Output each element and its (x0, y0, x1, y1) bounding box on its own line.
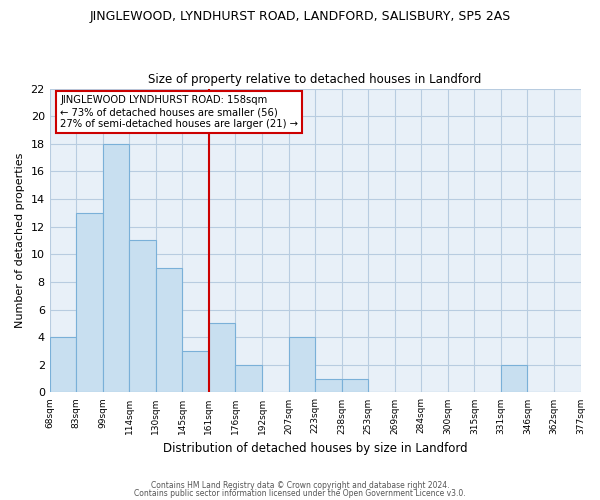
X-axis label: Distribution of detached houses by size in Landford: Distribution of detached houses by size … (163, 442, 467, 455)
Bar (129, 240, 156, 392)
Bar (235, 365, 262, 392)
Bar (103, 144, 129, 392)
Y-axis label: Number of detached properties: Number of detached properties (15, 153, 25, 328)
Text: JINGLEWOOD LYNDHURST ROAD: 158sqm
← 73% of detached houses are smaller (56)
27% : JINGLEWOOD LYNDHURST ROAD: 158sqm ← 73% … (60, 96, 298, 128)
Text: Contains HM Land Registry data © Crown copyright and database right 2024.: Contains HM Land Registry data © Crown c… (151, 481, 449, 490)
Bar (341, 378, 368, 392)
Text: JINGLEWOOD, LYNDHURST ROAD, LANDFORD, SALISBURY, SP5 2AS: JINGLEWOOD, LYNDHURST ROAD, LANDFORD, SA… (89, 10, 511, 23)
Bar (501, 365, 527, 392)
Bar (182, 351, 209, 393)
Bar (209, 324, 235, 392)
Bar (76, 213, 103, 392)
Bar (50, 337, 76, 392)
Bar (289, 337, 315, 392)
Text: Contains public sector information licensed under the Open Government Licence v3: Contains public sector information licen… (134, 488, 466, 498)
Title: Size of property relative to detached houses in Landford: Size of property relative to detached ho… (148, 73, 482, 86)
Bar (156, 268, 182, 392)
Bar (315, 378, 341, 392)
